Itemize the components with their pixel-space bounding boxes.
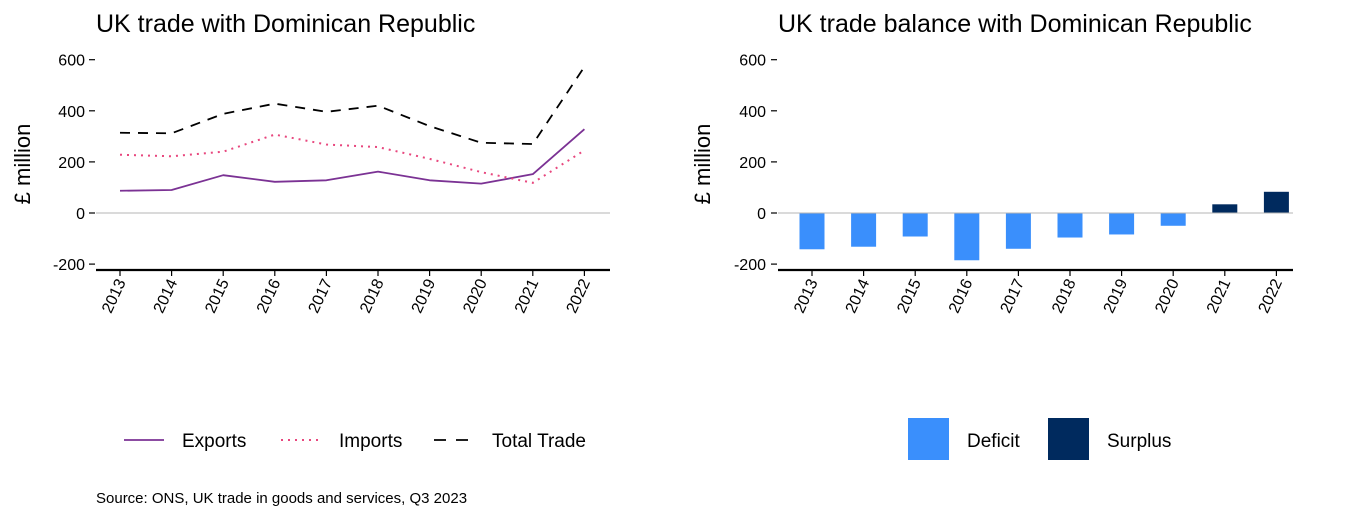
line-chart-x-tick-label: 2022 bbox=[564, 276, 594, 316]
bar-2015 bbox=[902, 213, 928, 237]
line-chart-legend: Exports Imports Total Trade bbox=[124, 431, 586, 452]
line-chart-panel: UK trade with Dominican Republic £ milli… bbox=[10, 10, 610, 452]
bar-2017 bbox=[1005, 213, 1031, 249]
legend-label-imports: Imports bbox=[339, 431, 402, 452]
line-chart-x-tick-label: 2019 bbox=[409, 276, 439, 316]
line-chart-x-tick-label: 2017 bbox=[306, 276, 336, 316]
bar-2021 bbox=[1212, 204, 1238, 213]
bar-2022 bbox=[1263, 191, 1289, 213]
bar-chart-y-tick-label: 200 bbox=[739, 155, 766, 172]
bar-chart-x-tick-label: 2020 bbox=[1152, 276, 1182, 316]
bar-chart-title: UK trade balance with Dominican Republic bbox=[778, 10, 1252, 38]
bar-chart-x-tick-label: 2016 bbox=[946, 276, 976, 316]
bar-chart-x-tick-label: 2021 bbox=[1204, 276, 1234, 316]
bar-2016 bbox=[954, 213, 980, 261]
legend-key-deficit bbox=[908, 418, 949, 460]
bar-chart-y-tick-label: -200 bbox=[734, 257, 766, 274]
bar-chart-legend: Deficit Surplus bbox=[908, 418, 1171, 460]
line-chart-x-tick-label: 2015 bbox=[202, 276, 232, 316]
bar-chart-x-tick-label: 2018 bbox=[1049, 276, 1079, 316]
line-chart-title: UK trade with Dominican Republic bbox=[96, 10, 475, 38]
bar-chart-y-tick-label: 600 bbox=[739, 53, 766, 70]
bar-chart-x-tick-label: 2014 bbox=[843, 276, 873, 316]
line-chart-x-tick-label: 2021 bbox=[512, 276, 542, 316]
source-note: Source: ONS, UK trade in goods and servi… bbox=[96, 490, 467, 507]
legend-label-deficit: Deficit bbox=[967, 431, 1021, 452]
bar-chart-x-tick-label: 2022 bbox=[1256, 276, 1286, 316]
line-chart-x-tick-label: 2014 bbox=[151, 276, 181, 316]
bar-chart-x-tick-label: 2017 bbox=[998, 276, 1028, 316]
line-chart-y-tick-label: 400 bbox=[58, 104, 85, 121]
line-chart-x-tick-label: 2020 bbox=[460, 276, 490, 316]
line-series-total-trade bbox=[119, 66, 586, 145]
bar-2018 bbox=[1057, 213, 1083, 238]
line-chart-x-tick-label: 2018 bbox=[357, 276, 387, 316]
line-chart-plot-area: -200 0 200 400 600 2013 2014 2015 2016 2017 2018 20… bbox=[53, 53, 610, 316]
line-series-imports bbox=[119, 133, 585, 184]
line-series-exports bbox=[119, 128, 585, 192]
legend-label-surplus: Surplus bbox=[1107, 431, 1171, 452]
bar-2013 bbox=[799, 213, 825, 250]
bar-2014 bbox=[851, 213, 877, 247]
line-chart-y-axis-label: £ million bbox=[10, 124, 35, 205]
legend-key-surplus bbox=[1048, 418, 1089, 460]
bar-chart-x-tick-label: 2015 bbox=[894, 276, 924, 316]
bar-chart-x-tick-label: 2013 bbox=[791, 276, 821, 316]
bar-chart-y-tick-label: 0 bbox=[757, 206, 766, 223]
bar-chart-y-tick-label: 400 bbox=[739, 104, 766, 121]
bar-chart-x-tick-label: 2019 bbox=[1101, 276, 1131, 316]
legend-label-total-trade: Total Trade bbox=[492, 431, 586, 452]
line-chart-y-tick-label: 600 bbox=[58, 53, 85, 70]
bar-chart-y-axis-label: £ million bbox=[690, 124, 715, 205]
line-chart-y-tick-label: 200 bbox=[58, 155, 85, 172]
line-chart-y-tick-label: -200 bbox=[53, 257, 85, 274]
bar-2019 bbox=[1109, 213, 1135, 235]
legend-label-exports: Exports bbox=[182, 431, 246, 452]
bar-2020 bbox=[1160, 213, 1186, 226]
line-chart-y-tick-label: 0 bbox=[76, 206, 85, 223]
line-chart-x-tick-label: 2013 bbox=[99, 276, 129, 316]
bar-chart-panel: UK trade balance with Dominican Republic… bbox=[690, 10, 1293, 460]
bar-chart-plot-area: -200 0 200 400 600 2013 2014 2015 2016 2017 2018 20… bbox=[734, 53, 1293, 316]
line-chart-x-tick-label: 2016 bbox=[254, 276, 284, 316]
